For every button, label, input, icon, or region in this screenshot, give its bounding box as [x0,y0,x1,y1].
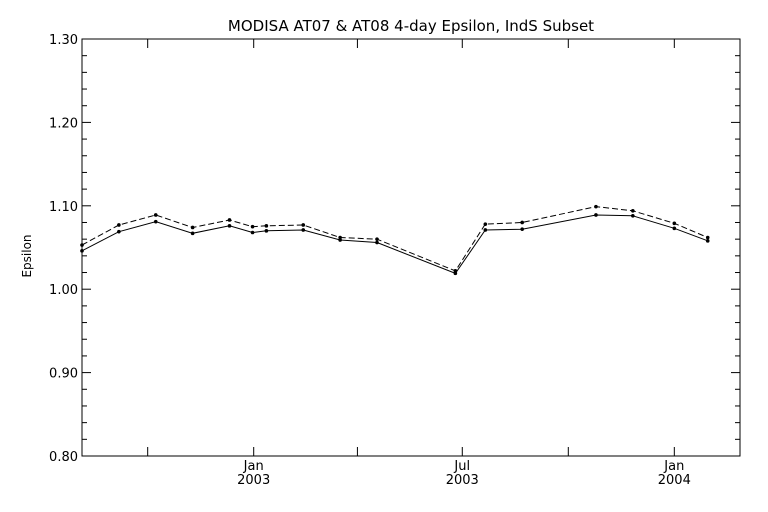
data-point-solid [375,240,379,245]
data-point-dashed [250,224,255,229]
x-tick-label-month: Jan [243,459,264,474]
x-tick-label-year: 2004 [658,473,691,488]
x-tick-label-year: 2003 [446,473,479,488]
data-point-dashed [301,223,306,227]
data-point-dashed [80,243,84,247]
data-point-dashed [631,209,635,213]
data-point-solid [594,213,598,217]
plot-frame [81,38,741,457]
data-point-dashed [153,213,158,217]
data-point-dashed [338,235,342,240]
series-lines [81,206,708,275]
data-point-solid [338,238,342,242]
data-point-solid [672,226,677,231]
x-tick-label-year: 2003 [237,473,270,488]
y-tick-label: 0.80 [49,450,78,465]
data-point-dashed [453,269,458,273]
data-point-solid [631,214,635,218]
data-point-solid [301,228,306,232]
data-point-solid [227,224,232,228]
data-point-dashed [227,218,232,222]
data-point-dashed [672,221,677,226]
y-tick-label: 1.00 [49,283,78,298]
x-tick-label-month: Jul [453,459,470,474]
series-line-dashed [81,206,708,272]
data-point-solid [190,231,195,236]
y-axis-label: Epsilon [20,234,34,277]
y-tick-label: 0.90 [49,367,78,382]
y-tick-label: 1.30 [49,33,78,48]
y-tick-label: 1.20 [49,116,78,131]
data-point-solid [483,228,488,232]
data-point-dashed [594,204,598,209]
data-point-dashed [520,220,525,225]
data-point-solid [264,229,269,233]
data-point-dashed [264,224,269,228]
data-point-solid [153,219,158,224]
data-point-solid [705,239,710,243]
series-line-solid [81,214,708,275]
data-point-dashed [705,235,710,240]
data-point-solid [117,229,121,234]
data-point-solid [250,230,255,235]
data-point-dashed [190,225,195,230]
data-point-solid [520,227,525,231]
y-tick-labels: 0.80 0.90 1.00 1.10 1.20 1.30 [49,33,78,465]
data-point-dashed [117,223,121,227]
y-tick-label: 1.10 [49,200,78,215]
data-point-dashed [483,222,488,226]
axis-ticks [82,38,740,457]
data-point-solid [80,249,84,253]
data-point-dashed [375,237,379,241]
data-point-solid [453,271,458,276]
chart-title: MODISA AT07 & AT08 4-day Epsilon, IndS S… [228,17,594,35]
series-markers [80,204,710,276]
x-tick-label-month: Jan [663,459,684,474]
